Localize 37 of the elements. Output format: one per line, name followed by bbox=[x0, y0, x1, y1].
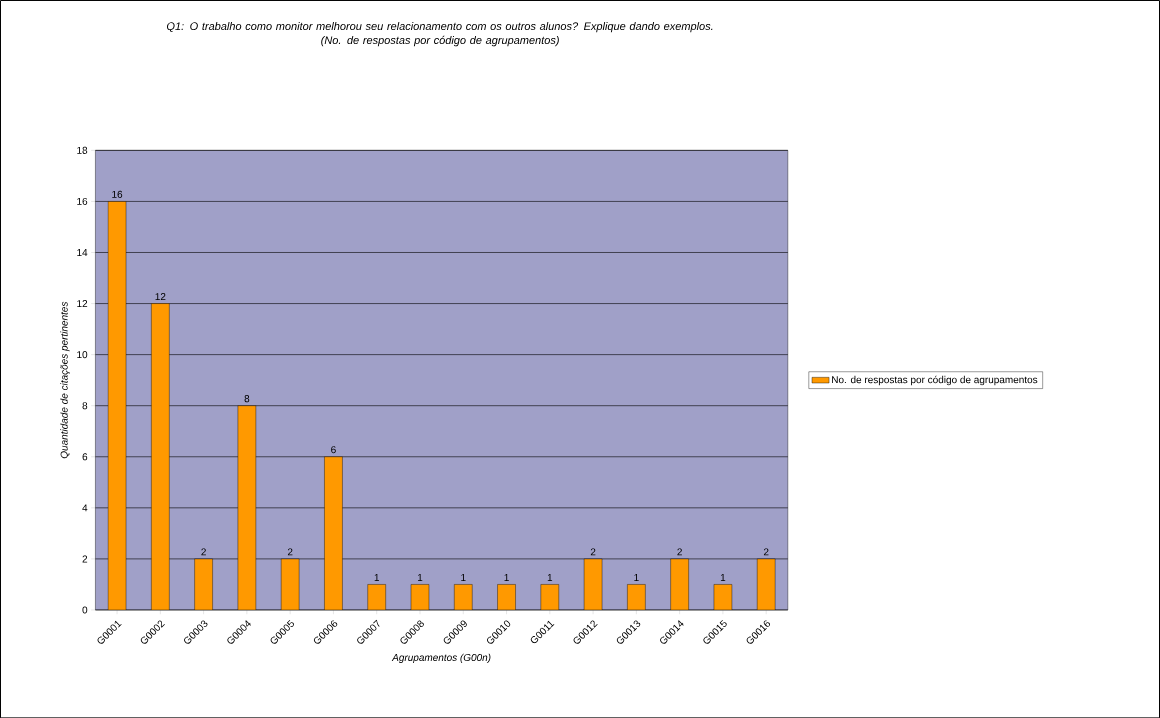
data-label: 1 bbox=[417, 573, 423, 581]
y-tick-label: 18 bbox=[77, 146, 88, 154]
y-tick-label: 14 bbox=[77, 248, 88, 256]
x-axis-title: Agrupamentos (G00n) bbox=[391, 653, 491, 663]
bar bbox=[194, 558, 213, 610]
chart-subtitle: (No. de respostas por código de agrupamentos) bbox=[321, 35, 559, 47]
data-label: 6 bbox=[331, 445, 336, 454]
data-label: 2 bbox=[763, 548, 769, 556]
y-tick-label: 0 bbox=[82, 606, 88, 614]
data-label: 2 bbox=[287, 548, 293, 556]
y-axis-title: Quantidade de citações pertinentes bbox=[60, 301, 70, 459]
y-tick-label: 4 bbox=[82, 504, 88, 512]
data-label: 1 bbox=[634, 573, 639, 581]
bar bbox=[757, 558, 776, 610]
data-label: 2 bbox=[201, 548, 206, 556]
data-label: 2 bbox=[590, 548, 596, 556]
legend-label: No. de respostas por código de agrupamentos bbox=[832, 375, 1038, 385]
data-label: 8 bbox=[244, 394, 250, 402]
data-label: 1 bbox=[547, 573, 553, 581]
y-tick-label: 12 bbox=[77, 299, 88, 307]
y-tick-label: 16 bbox=[77, 197, 88, 205]
bar bbox=[280, 558, 300, 610]
bar bbox=[670, 558, 689, 610]
data-label: 1 bbox=[504, 573, 509, 581]
chart-title: Q1: O trabalho como monitor melhorou seu relacionamento com os outros alunos? Explique dando exemplos. bbox=[166, 21, 713, 33]
data-label: 1 bbox=[461, 573, 466, 581]
bar bbox=[151, 303, 170, 610]
data-label: 1 bbox=[720, 573, 726, 581]
data-label: 12 bbox=[155, 292, 166, 300]
data-label: 2 bbox=[677, 548, 682, 556]
data-label: 1 bbox=[374, 573, 380, 581]
data-label: 16 bbox=[112, 190, 123, 198]
y-tick-label: 6 bbox=[82, 453, 88, 461]
bar bbox=[324, 456, 343, 610]
y-tick-label: 2 bbox=[82, 555, 88, 563]
y-tick-label: 8 bbox=[82, 401, 88, 410]
y-tick-label: 10 bbox=[77, 350, 88, 358]
